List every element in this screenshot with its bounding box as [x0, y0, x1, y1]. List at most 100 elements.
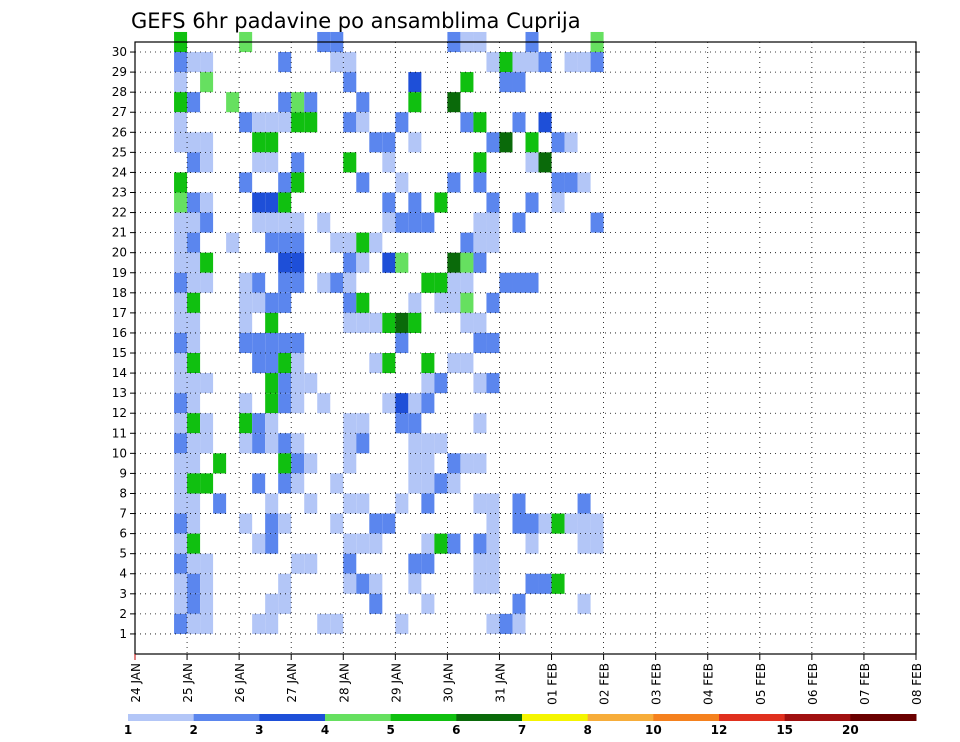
heatmap-cell	[512, 272, 526, 293]
y-tick-label: 15	[112, 346, 127, 360]
heatmap-cell	[265, 413, 279, 434]
heatmap-cell	[434, 433, 448, 454]
heatmap-cell	[512, 593, 526, 614]
heatmap-cell	[200, 272, 214, 293]
heatmap-cell	[369, 593, 383, 614]
heatmap-cell	[486, 513, 500, 534]
heatmap-cell	[304, 373, 318, 394]
heatmap-cell	[473, 172, 487, 193]
heatmap-cell	[291, 112, 305, 133]
colorbar-label: 7	[518, 723, 526, 737]
heatmap-cell	[421, 593, 435, 614]
heatmap-cell	[356, 172, 370, 193]
heatmap-cell	[252, 353, 266, 374]
heatmap-cell	[239, 393, 253, 414]
x-tick-label: 26 JAN	[233, 663, 247, 703]
heatmap-cell	[343, 433, 357, 454]
heatmap-cell	[174, 132, 188, 153]
heatmap-cell	[421, 272, 435, 293]
y-tick-label: 20	[112, 246, 127, 260]
x-tick-label: 06 FEB	[806, 663, 820, 705]
heatmap-cell	[512, 513, 526, 534]
heatmap-cell	[382, 353, 396, 374]
heatmap-cell	[473, 533, 487, 554]
heatmap-cell	[226, 92, 240, 113]
heatmap-cell	[200, 132, 214, 153]
x-tick-label: 27 JAN	[285, 663, 299, 703]
heatmap-cell	[486, 132, 500, 153]
heatmap-cell	[187, 232, 201, 253]
heatmap-cell	[382, 513, 396, 534]
heatmap-cell	[356, 252, 370, 273]
heatmap-cell	[174, 573, 188, 594]
x-tick-label: 31 JAN	[493, 663, 507, 703]
heatmap-cell	[278, 513, 292, 534]
y-tick-label: 30	[112, 45, 127, 59]
heatmap-cell	[291, 393, 305, 414]
heatmap-cell	[291, 152, 305, 173]
heatmap-cell	[278, 453, 292, 474]
y-tick-label: 10	[112, 446, 127, 460]
heatmap-cell	[187, 52, 201, 73]
heatmap-cell	[447, 473, 461, 494]
heatmap-cell	[382, 393, 396, 414]
heatmap-cell	[499, 613, 513, 634]
heatmap-cell	[460, 112, 474, 133]
heatmap-cell	[187, 533, 201, 554]
heatmap-cell	[265, 292, 279, 313]
heatmap-cell	[265, 332, 279, 354]
heatmap-cell	[538, 152, 552, 173]
heatmap-cell	[551, 513, 565, 534]
colorbar-swatch	[456, 714, 523, 721]
colorbar-swatch	[128, 714, 195, 721]
heatmap-cell	[447, 353, 461, 374]
heatmap-cell	[486, 292, 500, 313]
heatmap-cell	[252, 132, 266, 153]
heatmap-cell	[460, 272, 474, 293]
y-tick-label: 29	[112, 65, 127, 79]
heatmap-cell	[343, 533, 357, 554]
x-tick-label: 24 JAN	[129, 663, 143, 703]
heatmap-cell	[317, 393, 331, 414]
heatmap-cell	[200, 413, 214, 434]
heatmap-cell	[564, 513, 578, 534]
heatmap-cell	[291, 373, 305, 394]
heatmap-cell	[369, 353, 383, 374]
heatmap-cell	[382, 252, 396, 273]
heatmap-cell	[174, 212, 188, 233]
gridlines	[135, 42, 916, 654]
heatmap-cell	[473, 112, 487, 133]
heatmap-cell	[278, 573, 292, 594]
heatmap-cell	[382, 192, 396, 213]
heatmap-cell	[174, 172, 188, 193]
heatmap-cell	[447, 92, 461, 113]
heatmap-cell	[291, 473, 305, 494]
heatmap-cell	[369, 513, 383, 534]
heatmap-cell	[369, 132, 383, 153]
heatmap-cell	[551, 192, 565, 213]
heatmap-cell	[486, 573, 500, 594]
heatmap-cell	[265, 533, 279, 554]
heatmap-cell	[473, 252, 487, 273]
heatmap-cell	[187, 393, 201, 414]
heatmap-cell	[278, 172, 292, 193]
heatmap-cell	[408, 473, 422, 494]
y-tick-label: 11	[112, 426, 127, 440]
heatmap-cell	[499, 52, 513, 73]
heatmap-cell	[486, 613, 500, 634]
heatmap-cell	[187, 92, 201, 113]
heatmap-cell	[408, 553, 422, 574]
heatmap-cell	[343, 493, 357, 514]
heatmap-cell	[343, 112, 357, 133]
heatmap-cell	[252, 473, 266, 494]
heatmap-cell	[317, 212, 331, 233]
colorbar-label: 12	[711, 723, 728, 737]
heatmap-cell	[317, 272, 331, 293]
heatmap-cell	[577, 533, 591, 554]
heatmap-cell	[187, 353, 201, 374]
heatmap-cell	[200, 212, 214, 233]
heatmap-cell	[356, 112, 370, 133]
colorbar-label: 4	[321, 723, 329, 737]
heatmap-cell	[525, 52, 539, 73]
heatmap-cell	[395, 112, 409, 133]
